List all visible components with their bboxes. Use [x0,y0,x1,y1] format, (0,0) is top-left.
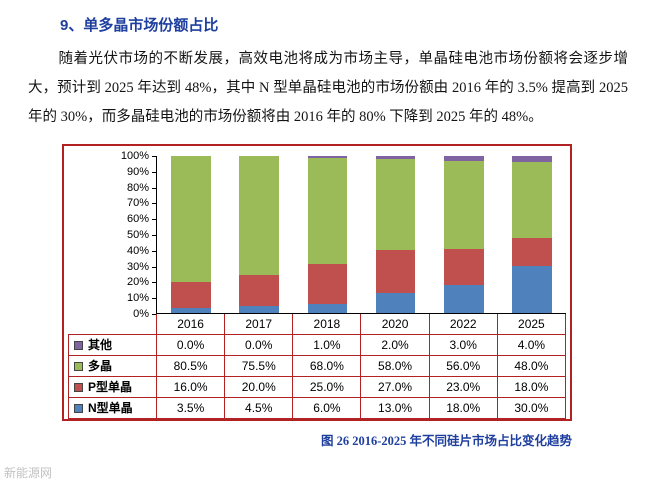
bar-segment [512,156,552,163]
value-cell: 3.0% [428,333,498,356]
section-heading: 9、单多晶市场份额占比 [60,17,219,34]
table-row: 其他 0.0% 0.0% 1.0% 2.0% 3.0% 4.0% [68,333,567,356]
value-cell: 80.5% [155,354,226,377]
bar-segment [512,237,552,266]
value-cell: 1.0% [292,333,362,356]
plot-area [156,156,566,314]
year-label: 2016 [155,314,226,335]
y-tick-label: 60% [126,213,157,226]
data-table: 2016 2017 2018 2020 2022 2025 其他 0.0% 0.0% 1.0% 2.… [68,314,567,419]
y-axis: 100% 90% 80% 70% 60% 50% 40% 30% 20% 10% 0% [68,150,157,320]
y-tick-label: 70% [126,197,157,210]
stacked-bar-2018 [307,156,348,313]
bar-segment [375,250,416,293]
value-cell: 56.0% [428,354,498,377]
bar-segment [239,305,280,313]
year-label: 2020 [360,314,430,335]
bar-segment [444,156,484,161]
series-legend-cell: P型单晶 [68,375,157,398]
year-label: 2017 [224,314,294,335]
value-cell: 0.0% [155,333,226,356]
value-cell: 2.0% [360,333,430,356]
bar-segment [307,264,348,304]
bar-slot-2025 [498,156,566,313]
body-paragraph: 随着光伏市场的不断发展，高效电池将成为市场主导，单晶硅电池市场份额将会逐步增大，… [28,51,628,125]
bar-segment [444,160,484,249]
series-legend-cell: 多晶 [68,354,157,377]
year-label: 2022 [428,314,498,335]
bar-segment [307,157,348,265]
value-cell: 48.0% [496,354,567,377]
bar-segment [512,162,552,238]
y-tick-label: 100% [120,150,157,162]
bar-slot-2020 [362,156,430,313]
bar-slot-2018 [293,156,361,313]
bar-segment [171,282,211,308]
bar-segment [444,248,484,285]
y-tick-label: 50% [126,229,157,241]
watermark: 新能源网 [4,466,53,480]
bar-segment [307,303,348,313]
y-tick-label: 10% [126,292,157,305]
value-cell: 25.0% [292,375,362,398]
figure-box: 100% 90% 80% 70% 60% 50% 40% 30% 20% 10% 0% 2016 20… [62,144,572,421]
legend-swatch [74,383,83,392]
data-table-body: 2016 2017 2018 2020 2022 2025 其他 0.0% 0.0% 1.0% 2.… [68,314,567,419]
bar-slot-2017 [225,156,293,313]
value-cell: 20.0% [224,375,294,398]
bar-segment [444,284,484,313]
table-row: N型单晶 3.5% 4.5% 6.0% 13.0% 18.0% 30.0% [68,396,567,419]
y-tick-label: 0% [133,308,156,320]
page: 9、单多晶市场份额占比 随着光伏市场的不断发展，高效电池将成为市场主导，单晶硅电… [28,17,628,448]
series-legend-cell: N型单晶 [68,396,157,419]
stacked-bar-2017 [239,156,280,313]
table-row: 多晶 80.5% 75.5% 68.0% 58.0% 56.0% 48.0% [68,354,567,377]
bar-segment [171,307,211,313]
value-cell: 13.0% [360,396,430,419]
y-tick-label: 40% [126,244,157,257]
bar-segment [239,156,280,275]
value-cell: 30.0% [496,396,567,419]
bar-segment [239,274,280,306]
legend-swatch [74,341,83,350]
value-cell: 3.5% [155,396,226,419]
bar-segment [171,156,211,283]
stacked-bar-chart: 100% 90% 80% 70% 60% 50% 40% 30% 20% 10% 0% [68,150,566,320]
bar-slot-2016 [157,156,225,313]
year-label: 2018 [292,314,362,335]
bar-segment [375,156,416,160]
y-tick-label: 80% [126,181,157,194]
bar-segment [307,156,348,158]
y-tick-label: 30% [126,260,157,273]
value-cell: 75.5% [224,354,294,377]
value-cell: 68.0% [292,354,362,377]
table-row: P型单晶 16.0% 20.0% 25.0% 27.0% 23.0% 18.0% [68,375,567,398]
stacked-bar-2025 [512,156,552,313]
value-cell: 0.0% [224,333,294,356]
year-label: 2025 [496,314,567,335]
bar-segment [512,265,552,313]
value-cell: 27.0% [360,375,430,398]
y-tick-label: 20% [126,276,157,289]
value-cell: 18.0% [428,396,498,419]
legend-swatch [74,362,83,371]
value-cell: 4.0% [496,333,567,356]
value-cell: 6.0% [292,396,362,419]
bar-segment [375,159,416,251]
value-cell: 23.0% [428,375,498,398]
figure-caption: 图 26 2016-2025 年不同硅片市场占比变化趋势 [320,433,572,448]
legend-swatch [74,404,83,413]
stacked-bar-2020 [375,156,416,313]
value-cell: 58.0% [360,354,430,377]
series-legend-cell: 其他 [68,333,157,356]
bar-segment [375,292,416,313]
value-cell: 4.5% [224,396,294,419]
value-cell: 18.0% [496,375,567,398]
stacked-bar-2016 [171,156,211,313]
y-tick-label: 90% [126,165,157,178]
value-cell: 16.0% [155,375,226,398]
stacked-bar-2022 [444,156,484,313]
bar-slot-2022 [430,156,498,313]
